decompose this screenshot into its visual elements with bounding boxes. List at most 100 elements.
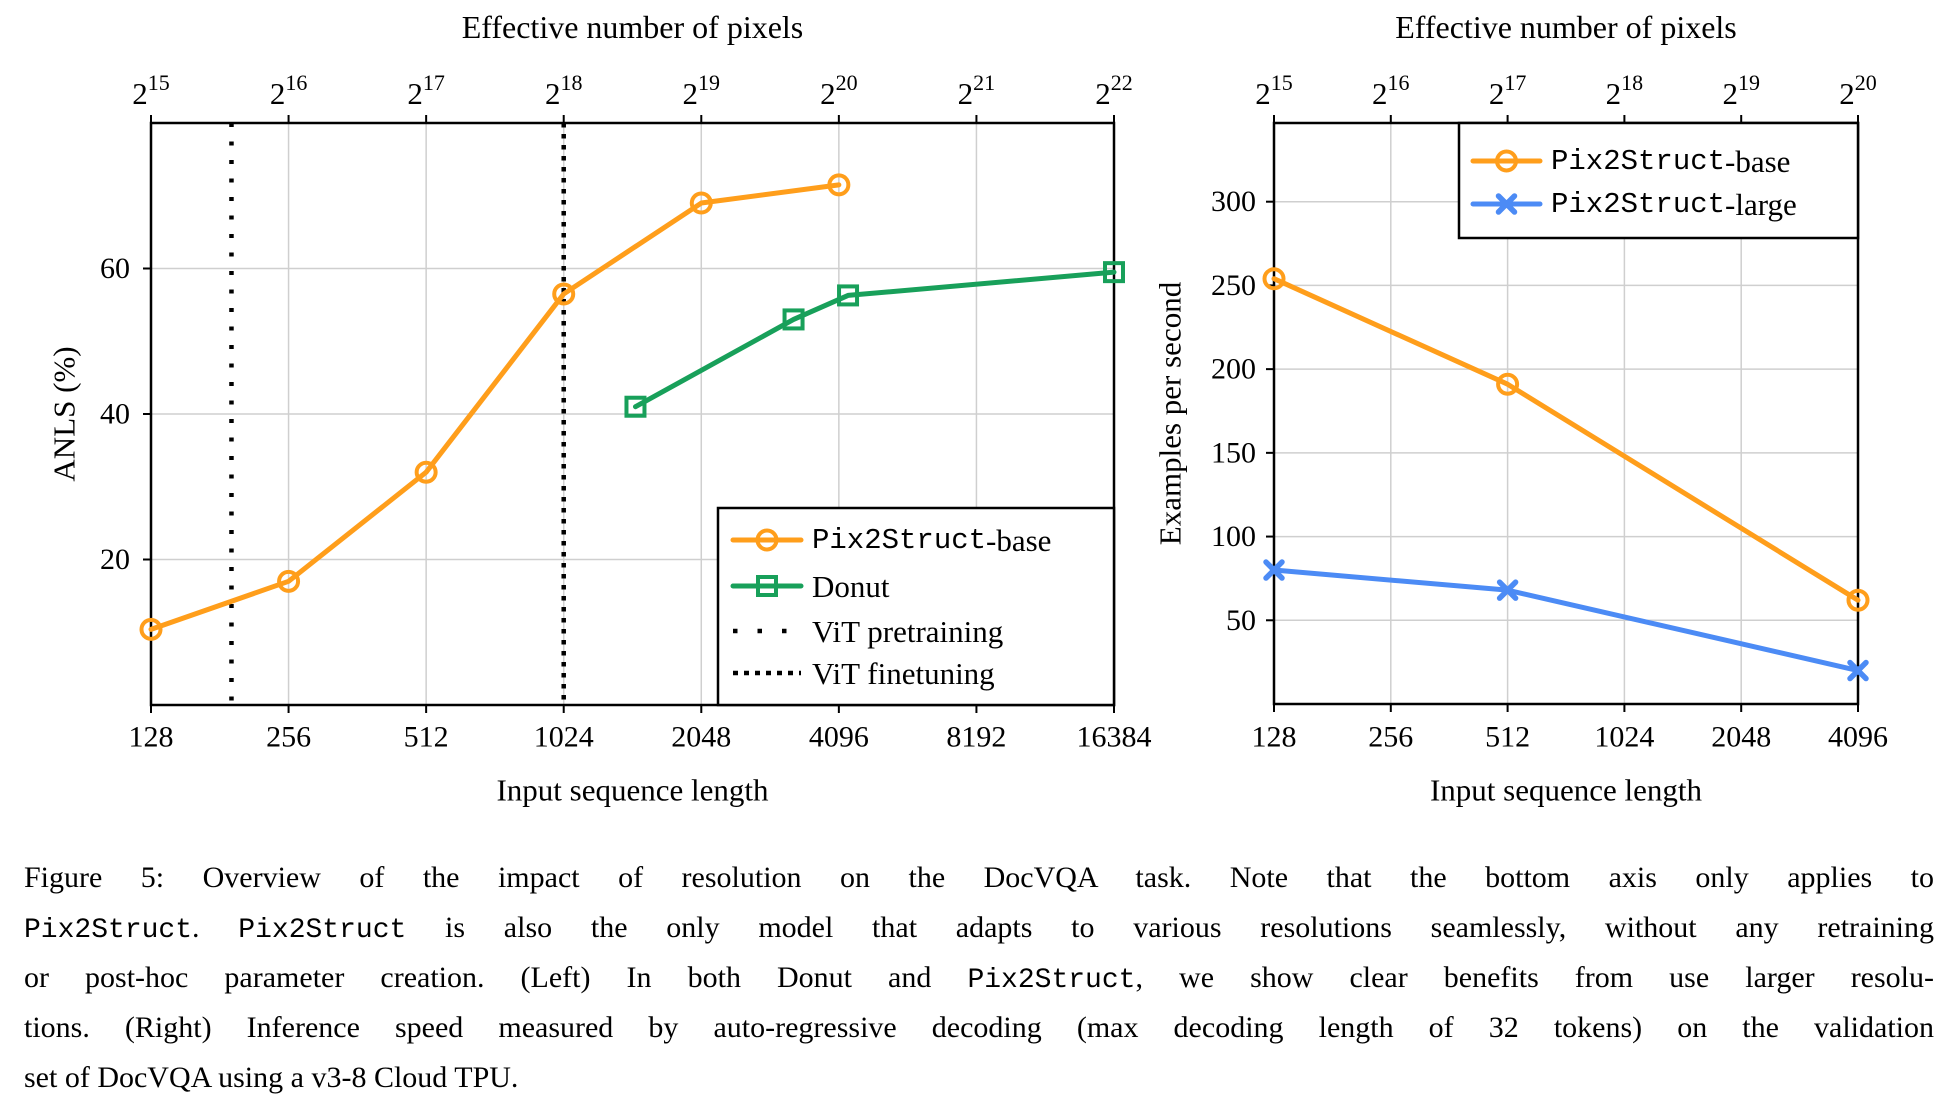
marker-x — [1495, 193, 1518, 215]
left-tick-marks — [143, 115, 1115, 713]
caption-line: Figure 5: Overview of the impact of reso… — [24, 853, 1934, 903]
charts-canvas: 128 256 512 1024 2048 4096 8192 16384 20 40 60 215 2… — [47, 9, 1889, 808]
series-line — [1271, 276, 1861, 603]
top-tick-label: 221 — [958, 70, 996, 111]
series-pix2struct-large — [1263, 559, 1869, 682]
x-tick-label: 256 — [1368, 721, 1413, 754]
marker-x — [1263, 559, 1285, 581]
x-tick-label: 512 — [1485, 721, 1530, 754]
legend-label: Pix2Struct-base — [1551, 144, 1790, 179]
caption-line: set of DocVQA using a v3-8 Cloud TPU. — [24, 1053, 1934, 1103]
marker-circle — [1496, 372, 1520, 396]
y-axis-title: ANLS (%) — [47, 346, 82, 481]
right-legend: Pix2Struct-base Pix2Struct-large — [1457, 121, 1860, 240]
y-tick-label: 250 — [1211, 269, 1256, 302]
marker-square — [782, 308, 805, 331]
caption-text: tions. (Right) Inference speed measured … — [24, 1011, 1934, 1044]
marker-circle — [1495, 149, 1518, 173]
top-tick-label: 222 — [1095, 70, 1133, 111]
y-tick-label: 20 — [100, 543, 130, 576]
x-tick-label: 4096 — [809, 721, 869, 754]
caption-line: or post-hoc parameter creation. (Left) I… — [24, 953, 1934, 1003]
y-tick-label: 100 — [1211, 520, 1256, 553]
marker-circle — [827, 173, 851, 197]
caption-line: tions. (Right) Inference speed measured … — [24, 1003, 1934, 1053]
caption-text: is also the only model that adapts to va… — [406, 911, 1935, 944]
top-tick-label: 220 — [820, 70, 858, 111]
right-axis-labels: 128 256 512 1024 2048 4096 50 100 150 200 250 300 21… — [1211, 70, 1888, 754]
top-tick-label: 217 — [1489, 70, 1527, 111]
x-tick-label: 128 — [129, 721, 174, 754]
figure-caption: Figure 5: Overview of the impact of reso… — [24, 853, 1934, 1103]
caption-text: or post-hoc parameter creation. (Left) I… — [24, 961, 968, 994]
x-tick-label: 2048 — [1711, 721, 1771, 754]
y-tick-label: 50 — [1226, 604, 1256, 637]
legend-label: Pix2Struct-base — [812, 523, 1051, 558]
y-tick-label: 40 — [100, 398, 130, 431]
left-chart: 128 256 512 1024 2048 4096 8192 16384 20 40 60 215 2… — [47, 9, 1152, 808]
x-tick-label: 256 — [266, 721, 311, 754]
series-pix2struct-base — [1262, 267, 1870, 612]
caption-text-mono: Pix2Struct — [24, 915, 193, 946]
marker-circle — [1846, 588, 1870, 612]
x-axis-title: Input sequence length — [1430, 773, 1703, 808]
x-tick-label: 128 — [1252, 721, 1297, 754]
y-tick-label: 150 — [1211, 436, 1256, 469]
marker-x — [1496, 579, 1519, 601]
top-axis-title: Effective number of pixels — [1395, 9, 1737, 45]
top-tick-label: 218 — [545, 70, 583, 111]
x-tick-label: 8192 — [946, 721, 1006, 754]
series-line — [632, 269, 1117, 410]
series-line — [148, 182, 842, 632]
caption-text: set of DocVQA using a v3-8 Cloud TPU. — [24, 1061, 519, 1094]
legend-label: ViT pretraining — [812, 614, 1003, 649]
marker-circle — [139, 617, 163, 641]
right-chart: 128 256 512 1024 2048 4096 50 100 150 200 250 300 21… — [1153, 9, 1889, 808]
top-tick-label: 215 — [1255, 70, 1293, 111]
series-donut — [624, 261, 1125, 418]
marker-circle — [689, 191, 713, 215]
left-legend: Pix2Struct-base Donut ViT pretraining ViT f… — [716, 506, 1116, 707]
top-tick-label: 219 — [1722, 70, 1760, 111]
marker-circle — [755, 528, 779, 552]
top-tick-label: 215 — [132, 70, 170, 111]
right-tick-marks — [1266, 115, 1859, 712]
marker-circle — [277, 569, 301, 593]
legend-label: Donut — [812, 569, 890, 604]
marker-circle — [1262, 267, 1286, 291]
marker-circle — [552, 282, 576, 306]
top-tick-label: 216 — [270, 70, 308, 111]
x-axis-title: Input sequence length — [496, 773, 769, 808]
caption-line: Pix2Struct. Pix2Struct is also the only … — [24, 903, 1934, 953]
marker-square — [1103, 261, 1125, 284]
marker-square — [624, 395, 647, 418]
x-tick-label: 16384 — [1077, 721, 1152, 754]
marker-x — [1847, 659, 1869, 682]
top-tick-label: 219 — [683, 70, 721, 111]
top-tick-label: 216 — [1372, 70, 1410, 111]
caption-text: Figure 5: Overview of the impact of reso… — [24, 861, 1934, 894]
top-tick-label: 217 — [407, 70, 445, 111]
y-tick-label: 60 — [100, 252, 130, 285]
series-pix2struct-base — [139, 173, 851, 641]
top-tick-label: 218 — [1606, 70, 1644, 111]
caption-text-mono: Pix2Struct — [967, 965, 1136, 996]
caption-text: , we show clear benefits from use larger… — [1135, 961, 1934, 994]
marker-circle — [414, 460, 438, 484]
top-axis-title: Effective number of pixels — [462, 9, 804, 45]
y-tick-label: 300 — [1211, 185, 1256, 218]
legend-label: Pix2Struct-large — [1551, 187, 1797, 222]
caption-text-mono: Pix2Struct — [238, 915, 407, 946]
left-axis-labels: 128 256 512 1024 2048 4096 8192 16384 20 40 60 215 2… — [100, 70, 1152, 754]
marker-square — [756, 575, 778, 597]
legend-label: ViT finetuning — [812, 656, 995, 691]
top-tick-label: 220 — [1839, 70, 1877, 111]
y-axis-title: Examples per second — [1153, 281, 1188, 545]
x-tick-label: 1024 — [534, 721, 594, 754]
legend-box — [1457, 121, 1860, 240]
marker-square — [837, 284, 860, 307]
y-tick-label: 200 — [1211, 353, 1256, 386]
x-tick-label: 1024 — [1594, 721, 1654, 754]
x-tick-label: 4096 — [1828, 721, 1888, 754]
